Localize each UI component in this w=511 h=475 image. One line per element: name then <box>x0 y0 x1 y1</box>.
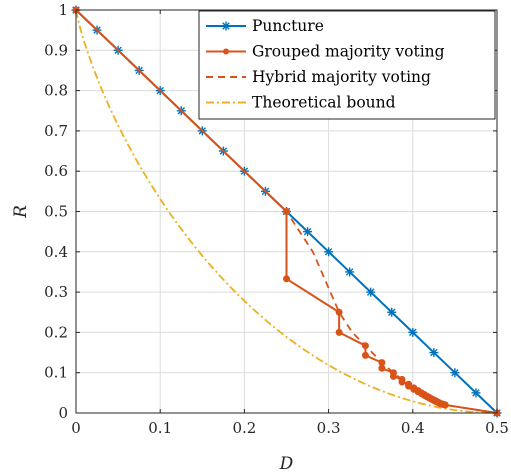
y-tick-label: 0.2 <box>44 323 68 341</box>
legend-entry: Puncture <box>206 17 324 35</box>
y-tick-label: 0.3 <box>44 283 68 301</box>
data-point <box>378 359 386 367</box>
data-point <box>441 401 449 409</box>
plot-series <box>71 5 502 418</box>
data-point <box>303 227 313 237</box>
data-point <box>335 308 343 316</box>
data-point <box>283 275 290 283</box>
legend-entry: Hybrid majority voting <box>206 68 431 86</box>
data-point <box>398 378 406 386</box>
legend: Puncture Grouped majority voting Hybrid ma… <box>198 10 496 120</box>
series-grouped-majority-voting <box>72 6 501 417</box>
data-point <box>361 342 369 350</box>
y-tick-label: 0.8 <box>44 82 68 100</box>
data-point <box>361 351 369 359</box>
legend-label: Theoretical bound <box>252 94 396 112</box>
legend-entry: Theoretical bound <box>206 94 396 112</box>
legend-marker <box>221 21 231 31</box>
y-tick-label: 0.4 <box>44 243 68 261</box>
legend-label: Hybrid majority voting <box>252 68 431 86</box>
x-tick-label: 0.1 <box>148 419 172 437</box>
data-point <box>378 364 386 372</box>
y-tick-label: 0.6 <box>44 162 68 180</box>
data-point <box>345 267 355 277</box>
x-tick-label: 0.4 <box>401 419 425 437</box>
data-point <box>429 348 439 358</box>
x-tick-label: 0 <box>71 419 81 437</box>
legend-box <box>198 10 496 120</box>
legend-entry: Grouped majority voting <box>206 43 445 61</box>
data-point <box>471 388 481 398</box>
y-tick-label: 1 <box>58 1 68 19</box>
x-tick-label: 0.5 <box>485 419 509 437</box>
data-point <box>450 368 460 378</box>
x-tick-label: 0.3 <box>317 419 341 437</box>
legend-label: Grouped majority voting <box>252 43 445 61</box>
series-line <box>75 9 498 414</box>
data-point <box>387 307 397 317</box>
y-tick-label: 0 <box>58 404 68 422</box>
y-tick-label: 0.7 <box>44 122 68 140</box>
data-point <box>283 208 290 215</box>
y-tick-label: 0.1 <box>44 364 68 382</box>
legend-marker <box>223 48 229 55</box>
y-axis-label: R <box>11 205 31 219</box>
data-point <box>366 287 376 297</box>
x-tick-label: 0.2 <box>232 419 256 437</box>
y-tick-label: 0.9 <box>44 41 68 59</box>
x-axis-label: D <box>279 454 294 474</box>
y-tick-label: 0.5 <box>44 203 68 221</box>
data-point <box>324 247 334 257</box>
legend-label: Puncture <box>252 17 324 35</box>
series-theoretical-bound <box>75 9 498 414</box>
data-point <box>408 327 418 337</box>
data-point <box>335 328 343 336</box>
axis-ticks: 0 0.1 0.2 0.3 0.4 0.5 0 0.1 0.2 0.3 0.4 0.5 0.6 0.7 0.… <box>44 1 509 437</box>
data-point <box>389 372 397 380</box>
